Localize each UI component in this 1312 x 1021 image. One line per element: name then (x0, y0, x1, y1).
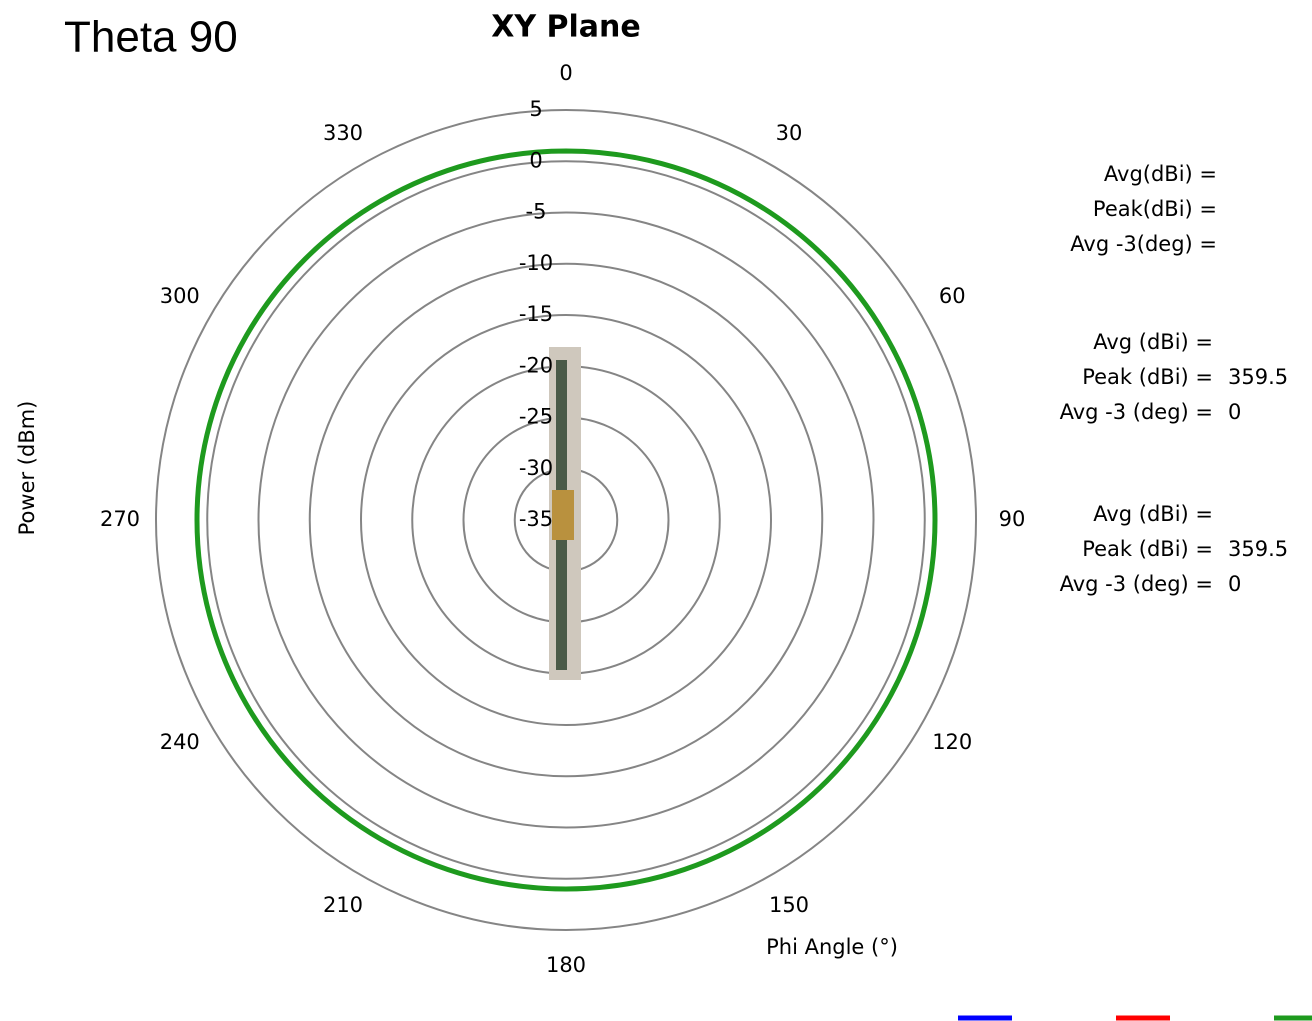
x-tick-label: 90 (999, 507, 1026, 531)
x-tick-label: 270 (100, 507, 140, 531)
x-tick-label: 180 (546, 953, 586, 977)
x-tick-label: 210 (323, 893, 363, 917)
y-tick-label: 5 (529, 97, 542, 121)
y-tick-label: -30 (519, 456, 553, 480)
stat-value: 0 (1228, 400, 1241, 424)
y-tick-label: -25 (519, 405, 553, 429)
stat-label: Avg (dBi) = (1093, 330, 1213, 354)
stat-label: Avg(dBi) = (1104, 162, 1217, 186)
stat-label: Avg (dBi) = (1093, 502, 1213, 526)
x-tick-label: 60 (939, 284, 966, 308)
x-tick-label: 150 (769, 893, 809, 917)
chart-title: XY Plane (491, 10, 641, 45)
stat-label: Peak (dBi) = (1082, 365, 1213, 389)
stat-value: 359.5 (1228, 365, 1288, 389)
chart: Theta 90 XY Plane Power (dBm) Phi Angle … (0, 0, 1312, 1021)
x-tick-label: 0 (559, 61, 572, 85)
stat-value: 0 (1228, 572, 1241, 596)
heading: Theta 90 (64, 13, 238, 62)
x-tick-label: 330 (323, 121, 363, 145)
y-tick-label: -10 (519, 251, 553, 275)
x-axis-label: Phi Angle (°) (766, 935, 898, 959)
antenna-photo (549, 347, 581, 680)
stat-value: 359.5 (1228, 537, 1288, 561)
y-tick-label: -20 (519, 353, 553, 377)
x-tick-label: 30 (776, 121, 803, 145)
y-axis-label: Power (dBm) (15, 401, 39, 536)
stat-label: Avg -3(deg) = (1070, 232, 1217, 256)
stat-label: Peak(dBi) = (1093, 197, 1217, 221)
stat-label: Avg -3 (deg) = (1060, 400, 1213, 424)
y-tick-label: -5 (526, 200, 547, 224)
y-tick-label: 0 (529, 148, 542, 172)
x-tick-label: 120 (932, 730, 972, 754)
x-tick-label: 300 (160, 284, 200, 308)
stat-label: Peak (dBi) = (1082, 537, 1213, 561)
y-tick-label: -35 (519, 507, 553, 531)
x-tick-label: 240 (160, 730, 200, 754)
y-tick-label: -15 (519, 302, 553, 326)
stat-label: Avg -3 (deg) = (1060, 572, 1213, 596)
